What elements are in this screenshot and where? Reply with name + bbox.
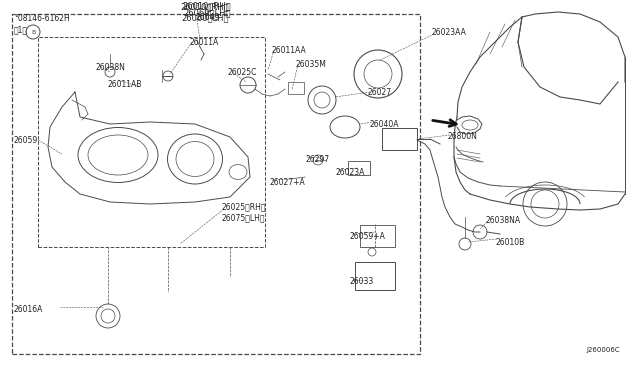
Text: 26049: 26049 bbox=[195, 13, 220, 22]
Text: °08146-6162H
（1）: °08146-6162H （1） bbox=[14, 14, 70, 34]
Text: 26025C: 26025C bbox=[228, 67, 257, 77]
Text: 26023A: 26023A bbox=[335, 167, 364, 176]
Bar bbox=[382, 128, 417, 150]
Text: 26040A: 26040A bbox=[370, 119, 399, 128]
Bar bbox=[38, 37, 265, 247]
Text: 26297: 26297 bbox=[305, 154, 329, 164]
Text: 26038NA: 26038NA bbox=[485, 215, 520, 224]
Bar bbox=[360, 225, 395, 247]
Text: J260006C: J260006C bbox=[586, 347, 620, 353]
Text: 26038N: 26038N bbox=[95, 62, 125, 71]
Text: 26059: 26059 bbox=[14, 135, 38, 144]
Bar bbox=[288, 82, 304, 94]
Text: 26011AA: 26011AA bbox=[272, 45, 307, 55]
Bar bbox=[12, 14, 420, 354]
Text: 26800N: 26800N bbox=[448, 131, 478, 141]
Text: 26027+A: 26027+A bbox=[270, 177, 306, 186]
Text: B: B bbox=[31, 29, 35, 35]
Text: 26035M: 26035M bbox=[296, 60, 327, 68]
Text: 26023AA: 26023AA bbox=[432, 28, 467, 36]
Text: 26033: 26033 bbox=[350, 278, 374, 286]
Text: 26016A: 26016A bbox=[14, 305, 44, 314]
Text: 26060（LH）: 26060（LH） bbox=[183, 8, 231, 17]
Text: 26010B: 26010B bbox=[495, 237, 524, 247]
Bar bbox=[348, 161, 370, 175]
Text: 26027: 26027 bbox=[368, 87, 392, 96]
Text: 26059+A: 26059+A bbox=[350, 231, 386, 241]
Text: 26011A: 26011A bbox=[190, 38, 220, 46]
Bar bbox=[355, 262, 395, 290]
Text: 26010（RH）
26060（LH）: 26010（RH） 26060（LH） bbox=[180, 2, 229, 22]
Text: 26011AB: 26011AB bbox=[108, 80, 142, 89]
Text: 26025（RH）
26075（LH）: 26025（RH） 26075（LH） bbox=[222, 202, 266, 222]
Text: 26010（RH）: 26010（RH） bbox=[182, 1, 231, 10]
